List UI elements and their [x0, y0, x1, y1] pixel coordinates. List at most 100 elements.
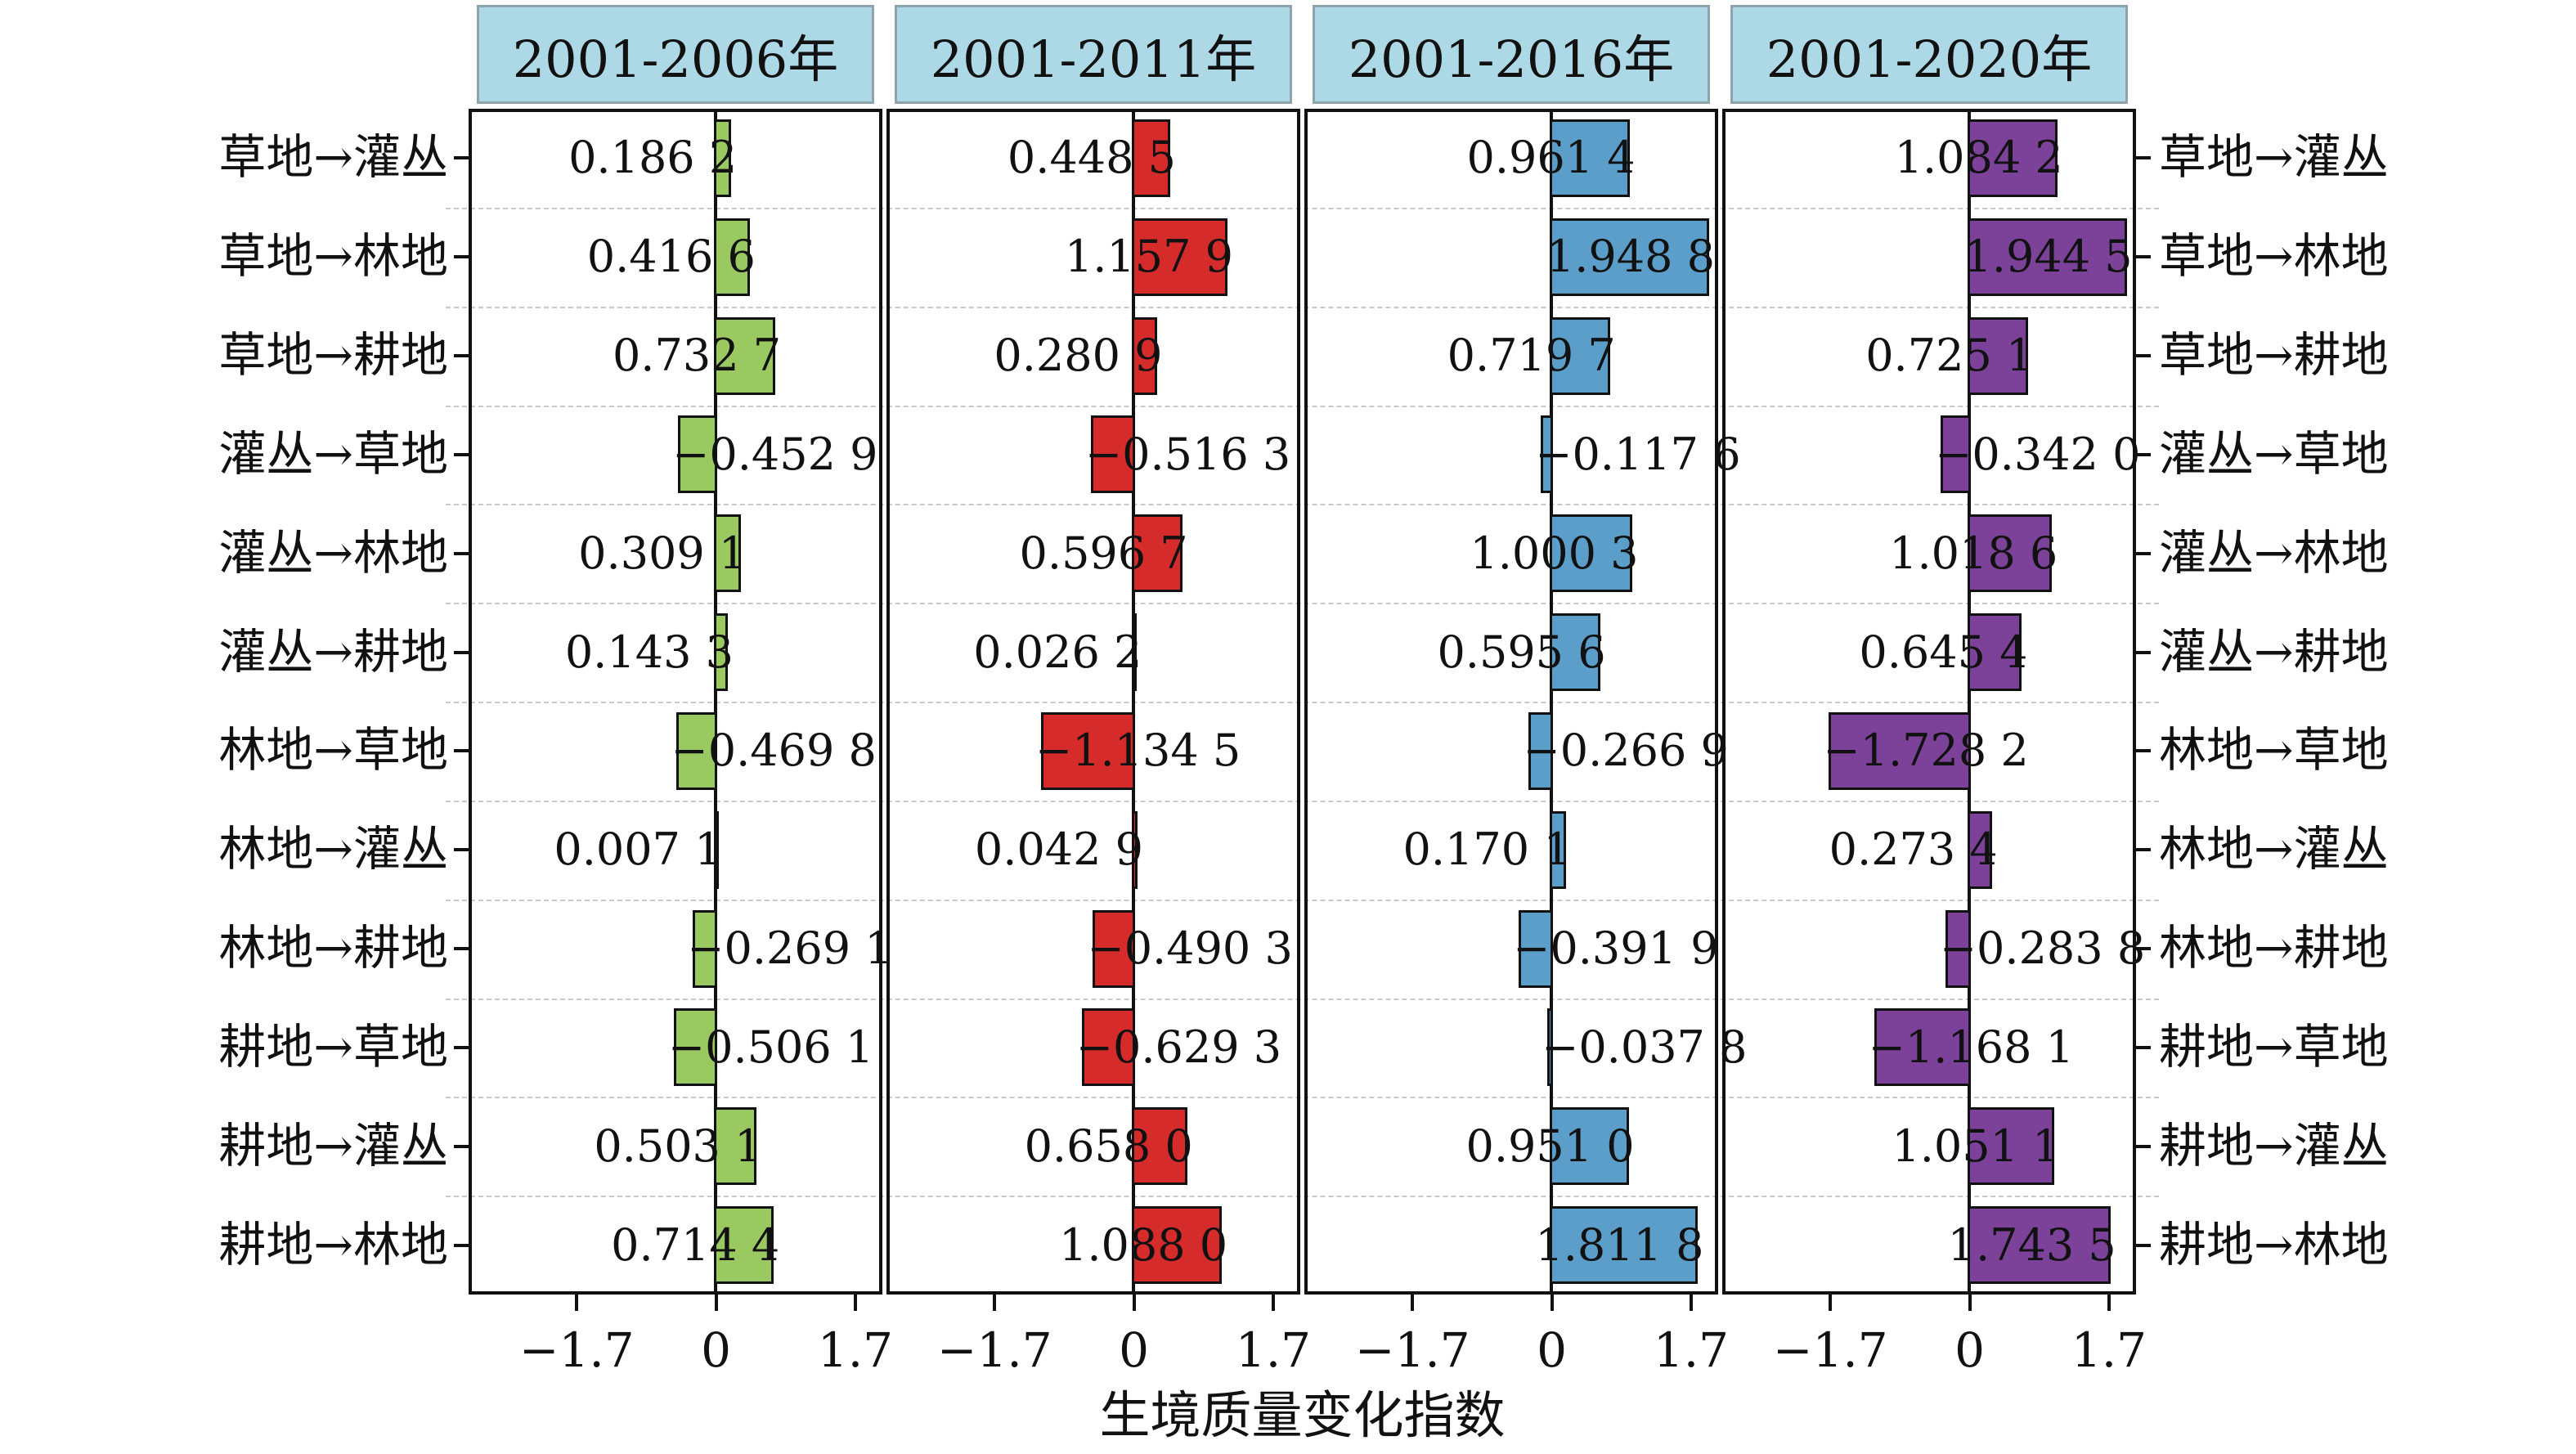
value-label: −1.168 1 — [1868, 1021, 2074, 1073]
value-label: −0.117 6 — [1535, 428, 1741, 480]
zero-axis-line — [713, 112, 717, 1291]
y-axis-tick-left — [454, 551, 469, 555]
y-axis-tick-right — [2136, 848, 2151, 852]
value-label: −1.134 5 — [1034, 725, 1241, 777]
x-axis-tick — [2107, 1295, 2111, 1311]
value-bar — [1549, 810, 1566, 889]
x-axis-tick — [853, 1295, 857, 1311]
row-gridline — [446, 702, 2159, 703]
row-gridline — [446, 998, 2159, 1000]
x-tick-label: −1.7 — [1772, 1322, 1888, 1378]
row-gridline — [446, 306, 2159, 308]
value-label: −0.342 0 — [1935, 428, 2141, 480]
category-label-right: 林地→草地 — [2159, 722, 2389, 779]
period-header: 2001-2020年 — [1730, 5, 2128, 104]
value-label: 1.811 8 — [1535, 1218, 1704, 1271]
x-tick-label: −1.7 — [936, 1322, 1052, 1378]
chart-panel: 0.961 4 1.948 8 0.719 7 −0.117 6 1.000 3 0.59… — [1304, 109, 1747, 1295]
zero-axis-line — [1549, 112, 1553, 1291]
y-axis-tick-right — [2136, 1243, 2151, 1247]
category-label-left: 灌丛→林地 — [218, 524, 448, 581]
value-bar — [713, 810, 719, 889]
value-bar — [678, 415, 717, 494]
category-label-right: 灌丛→林地 — [2159, 524, 2389, 581]
category-label-right: 灌丛→耕地 — [2159, 623, 2389, 680]
value-label: −0.490 3 — [1087, 922, 1293, 975]
category-label-left: 草地→灌丛 — [218, 129, 448, 186]
category-label-right: 灌丛→草地 — [2159, 425, 2389, 482]
period-header: 2001-2016年 — [1313, 5, 1710, 104]
value-bar — [1549, 1107, 1629, 1186]
value-bar — [1547, 1008, 1553, 1087]
value-label: 0.280 9 — [994, 330, 1163, 382]
value-bar — [1941, 415, 1971, 494]
value-label: −0.037 8 — [1542, 1021, 1748, 1073]
value-label: −1.728 2 — [1823, 725, 2029, 777]
category-label-left: 耕地→灌丛 — [218, 1117, 448, 1174]
value-bar — [713, 1107, 757, 1186]
y-axis-tick-left — [454, 848, 469, 852]
value-bar — [1967, 810, 1992, 889]
x-axis-title: 生境质量变化指数 — [1099, 1385, 1506, 1445]
value-bar — [1519, 909, 1553, 988]
row-gridline — [446, 603, 2159, 605]
category-label-left: 耕地→草地 — [218, 1018, 448, 1075]
value-label: 0.645 4 — [1859, 626, 2028, 678]
value-bar — [1541, 415, 1553, 494]
value-bar — [1549, 613, 1600, 692]
row-gridline — [446, 1097, 2159, 1099]
x-axis-tick — [1968, 1295, 1972, 1311]
category-label-right: 耕地→林地 — [2159, 1216, 2389, 1272]
value-label: 0.416 6 — [586, 231, 756, 283]
category-label-right: 耕地→草地 — [2159, 1018, 2389, 1075]
value-label: 0.595 6 — [1437, 626, 1606, 678]
value-label: 0.186 2 — [568, 132, 738, 184]
y-axis-tick-right — [2136, 749, 2151, 753]
value-label: 0.143 3 — [564, 626, 734, 678]
value-label: −0.629 3 — [1075, 1021, 1282, 1073]
row-gridline — [446, 207, 2159, 209]
value-label: −0.469 8 — [671, 725, 877, 777]
value-label: 0.026 2 — [973, 626, 1142, 678]
value-label: 0.951 0 — [1465, 1120, 1635, 1172]
y-axis-tick-right — [2136, 1144, 2151, 1148]
x-axis-tick — [1411, 1295, 1415, 1311]
value-bar — [1945, 909, 1971, 988]
y-axis-tick-right — [2136, 947, 2151, 951]
value-label: −0.452 9 — [672, 428, 878, 480]
row-gridline — [446, 504, 2159, 506]
zero-axis-line — [1967, 112, 1971, 1291]
x-tick-label: 0 — [1119, 1322, 1150, 1378]
y-axis-tick-right — [2136, 650, 2151, 654]
category-label-right: 草地→灌丛 — [2159, 129, 2389, 186]
value-bar — [1829, 711, 1971, 790]
category-label-left: 林地→灌丛 — [218, 821, 448, 877]
value-label: 1.084 2 — [1894, 132, 2063, 184]
x-tick-label: 1.7 — [1235, 1322, 1312, 1378]
category-label-right: 林地→灌丛 — [2159, 821, 2389, 877]
value-label: 0.719 7 — [1447, 330, 1616, 382]
y-axis-tick-left — [454, 1045, 469, 1049]
value-bar — [713, 1206, 774, 1285]
value-label: −0.516 3 — [1084, 428, 1291, 480]
x-tick-label: 0 — [701, 1322, 732, 1378]
y-axis-tick-left — [454, 452, 469, 456]
y-axis-tick-right — [2136, 156, 2151, 160]
value-label: −0.283 8 — [1939, 922, 2146, 975]
value-label: 0.042 9 — [974, 823, 1144, 876]
value-label: 1.157 9 — [1064, 231, 1233, 283]
value-bar — [1549, 1206, 1699, 1285]
value-label: −0.506 1 — [667, 1021, 874, 1073]
value-bar — [1131, 613, 1137, 692]
value-bar — [1967, 613, 2022, 692]
value-bar — [693, 909, 717, 988]
value-bar — [1549, 514, 1633, 593]
value-label: 1.088 0 — [1058, 1218, 1228, 1271]
x-tick-label: 0 — [1954, 1322, 1986, 1378]
value-bar — [1967, 1107, 2055, 1186]
value-label: 0.170 1 — [1402, 823, 1572, 876]
chart-panel: 1.084 2 1.944 5 0.725 1 −0.342 0 1.018 6 0.64… — [1722, 109, 2145, 1295]
period-header-label: 2001-2020年 — [1766, 29, 2093, 89]
x-axis-tick — [714, 1295, 718, 1311]
category-label-right: 草地→林地 — [2159, 228, 2389, 285]
